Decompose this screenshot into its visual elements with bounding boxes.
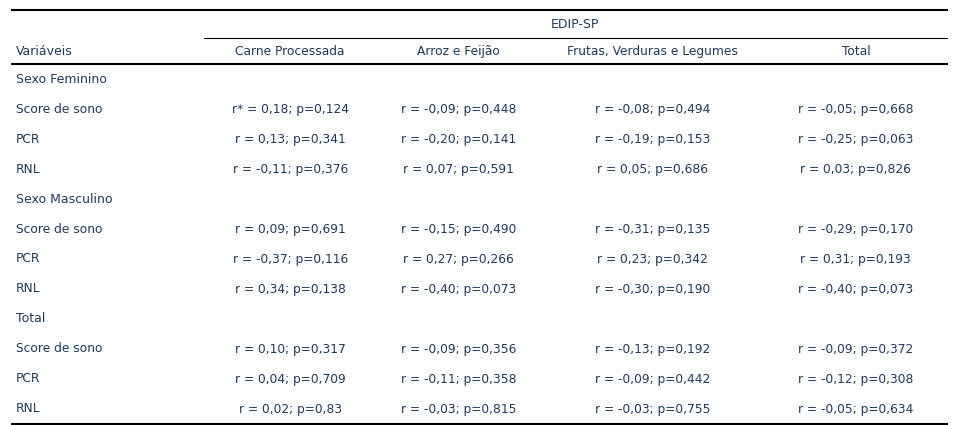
Text: r = -0,37; p=0,116: r = -0,37; p=0,116 xyxy=(232,252,348,266)
Text: r = -0,20; p=0,141: r = -0,20; p=0,141 xyxy=(401,133,516,145)
Text: r = 0,07; p=0,591: r = 0,07; p=0,591 xyxy=(403,162,514,176)
Text: r = 0,05; p=0,686: r = 0,05; p=0,686 xyxy=(596,162,708,176)
Text: r = -0,09; p=0,442: r = -0,09; p=0,442 xyxy=(595,372,710,385)
Text: r = -0,03; p=0,815: r = -0,03; p=0,815 xyxy=(401,402,516,416)
Text: RNL: RNL xyxy=(16,283,40,295)
Text: r = 0,09; p=0,691: r = 0,09; p=0,691 xyxy=(235,223,345,235)
Text: r = -0,40; p=0,073: r = -0,40; p=0,073 xyxy=(798,283,914,295)
Text: r = 0,04; p=0,709: r = 0,04; p=0,709 xyxy=(235,372,345,385)
Text: r = 0,13; p=0,341: r = 0,13; p=0,341 xyxy=(235,133,345,145)
Text: r = -0,12; p=0,308: r = -0,12; p=0,308 xyxy=(798,372,914,385)
Text: r = -0,31; p=0,135: r = -0,31; p=0,135 xyxy=(595,223,711,235)
Text: RNL: RNL xyxy=(16,162,40,176)
Text: PCR: PCR xyxy=(16,252,40,266)
Text: Score de sono: Score de sono xyxy=(16,102,103,116)
Text: r = -0,30; p=0,190: r = -0,30; p=0,190 xyxy=(595,283,710,295)
Text: Total: Total xyxy=(842,45,870,57)
Text: Carne Processada: Carne Processada xyxy=(235,45,345,57)
Text: r = -0,09; p=0,372: r = -0,09; p=0,372 xyxy=(798,343,914,355)
Text: r = 0,02; p=0,83: r = 0,02; p=0,83 xyxy=(239,402,341,416)
Text: r = -0,13; p=0,192: r = -0,13; p=0,192 xyxy=(595,343,710,355)
Text: r = -0,11; p=0,358: r = -0,11; p=0,358 xyxy=(401,372,516,385)
Text: r = 0,10; p=0,317: r = 0,10; p=0,317 xyxy=(235,343,345,355)
Text: r = 0,34; p=0,138: r = 0,34; p=0,138 xyxy=(235,283,345,295)
Text: RNL: RNL xyxy=(16,402,40,416)
Text: r = 0,03; p=0,826: r = 0,03; p=0,826 xyxy=(801,162,911,176)
Text: r = -0,09; p=0,448: r = -0,09; p=0,448 xyxy=(401,102,516,116)
Text: Sexo Feminino: Sexo Feminino xyxy=(16,73,106,85)
Text: r = -0,29; p=0,170: r = -0,29; p=0,170 xyxy=(798,223,914,235)
Text: PCR: PCR xyxy=(16,372,40,385)
Text: r = -0,05; p=0,634: r = -0,05; p=0,634 xyxy=(798,402,914,416)
Text: r = -0,05; p=0,668: r = -0,05; p=0,668 xyxy=(798,102,914,116)
Text: Total: Total xyxy=(16,312,45,326)
Text: r = 0,27; p=0,266: r = 0,27; p=0,266 xyxy=(403,252,514,266)
Text: EDIP-SP: EDIP-SP xyxy=(551,17,599,31)
Text: r = -0,11; p=0,376: r = -0,11; p=0,376 xyxy=(232,162,348,176)
Text: r* = 0,18; p=0,124: r* = 0,18; p=0,124 xyxy=(232,102,349,116)
Text: r = -0,19; p=0,153: r = -0,19; p=0,153 xyxy=(595,133,711,145)
Text: r = -0,09; p=0,356: r = -0,09; p=0,356 xyxy=(401,343,516,355)
Text: r = -0,08; p=0,494: r = -0,08; p=0,494 xyxy=(595,102,711,116)
Text: Frutas, Verduras e Legumes: Frutas, Verduras e Legumes xyxy=(567,45,737,57)
Text: Sexo Masculino: Sexo Masculino xyxy=(16,193,112,206)
Text: Score de sono: Score de sono xyxy=(16,343,103,355)
Text: Variáveis: Variáveis xyxy=(16,45,73,57)
Text: r = -0,25; p=0,063: r = -0,25; p=0,063 xyxy=(798,133,914,145)
Text: r = -0,15; p=0,490: r = -0,15; p=0,490 xyxy=(401,223,516,235)
Text: r = -0,40; p=0,073: r = -0,40; p=0,073 xyxy=(401,283,516,295)
Text: Arroz e Feijão: Arroz e Feijão xyxy=(417,45,500,57)
Text: r = 0,23; p=0,342: r = 0,23; p=0,342 xyxy=(597,252,708,266)
Text: r = -0,03; p=0,755: r = -0,03; p=0,755 xyxy=(595,402,711,416)
Text: PCR: PCR xyxy=(16,133,40,145)
Text: Score de sono: Score de sono xyxy=(16,223,103,235)
Text: r = 0,31; p=0,193: r = 0,31; p=0,193 xyxy=(801,252,911,266)
